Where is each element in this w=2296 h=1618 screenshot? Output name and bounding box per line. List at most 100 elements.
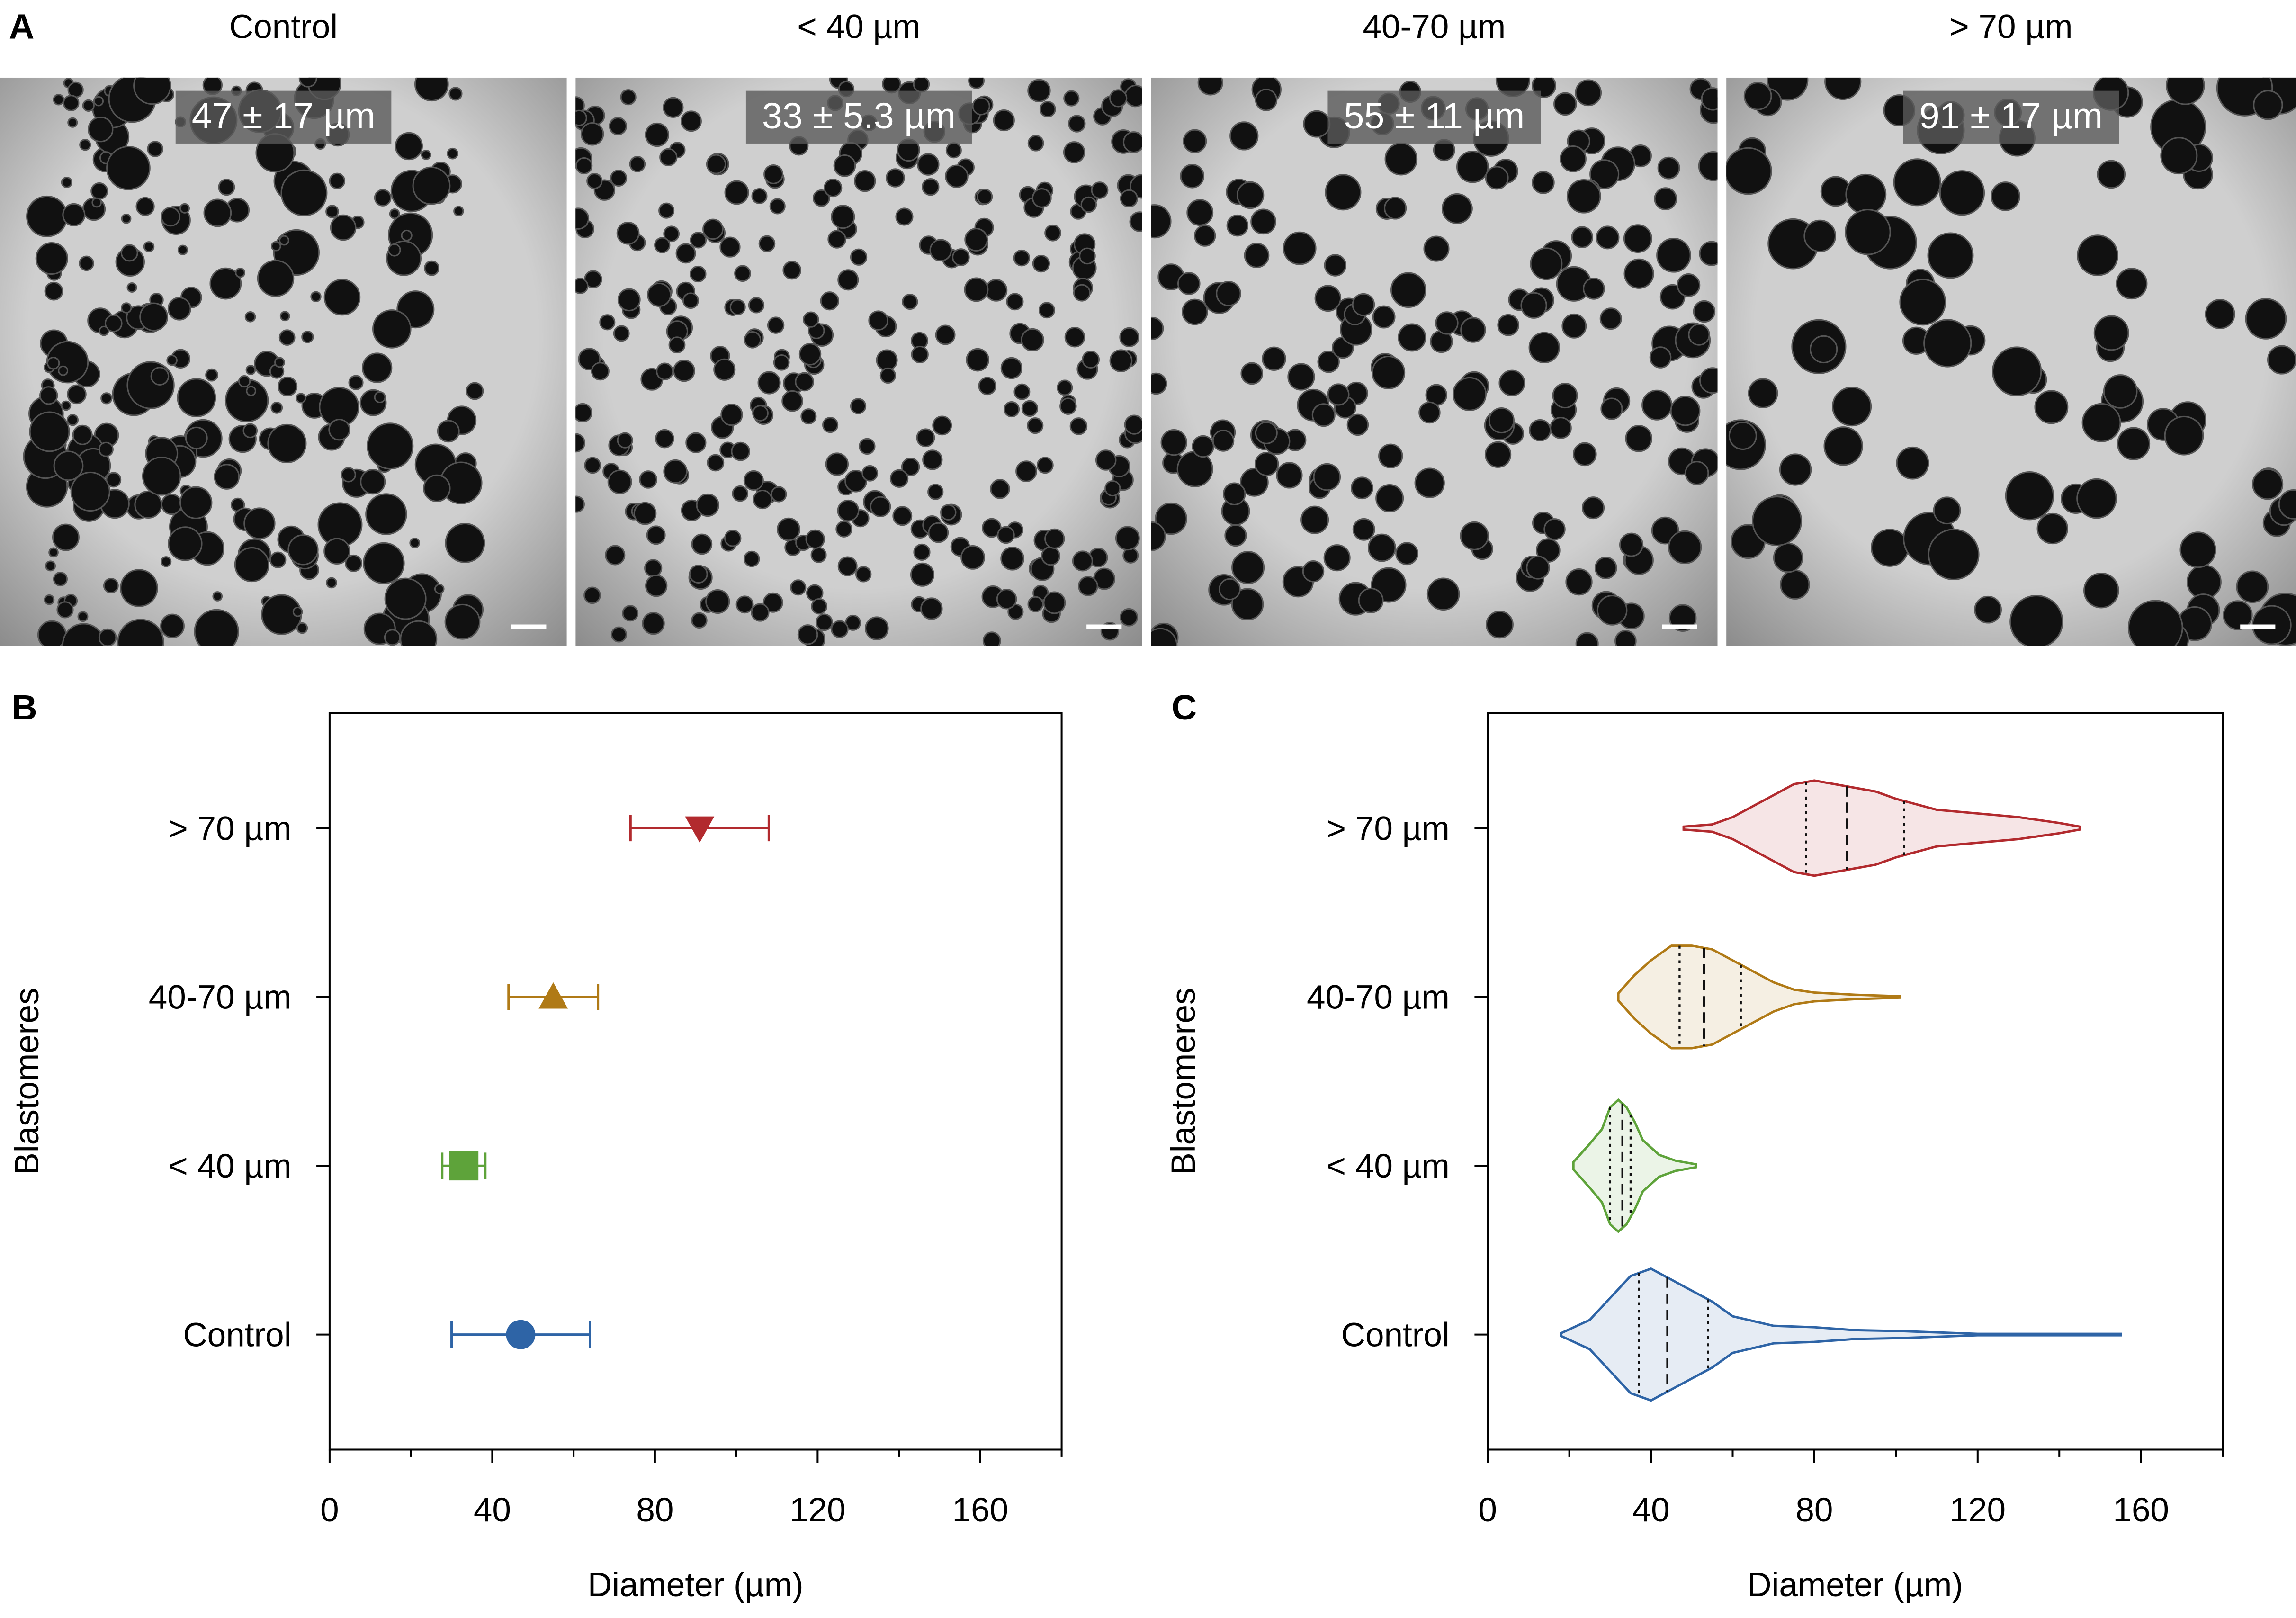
cell — [62, 623, 106, 646]
cell — [820, 291, 839, 311]
cell — [414, 77, 449, 102]
cell — [1124, 414, 1142, 435]
cell — [1435, 311, 1459, 335]
cell — [1486, 611, 1514, 639]
cell — [782, 261, 802, 280]
cell — [1027, 135, 1044, 152]
cell — [234, 547, 269, 583]
cell — [67, 384, 87, 404]
cell — [1080, 196, 1097, 213]
cell — [1104, 480, 1121, 497]
cell — [444, 603, 481, 640]
cell — [1039, 302, 1055, 319]
cell — [270, 241, 281, 252]
cell — [2160, 137, 2198, 175]
cell — [1160, 429, 1187, 456]
cell — [599, 314, 616, 331]
cell — [278, 235, 289, 246]
cell — [1015, 460, 1037, 482]
violin — [1572, 1098, 1697, 1233]
cell — [1414, 467, 1445, 498]
cell — [1614, 630, 1637, 646]
x-axis-label: Diameter (µm) — [588, 1566, 804, 1604]
cell — [2009, 594, 2063, 646]
y-tick-label: 40-70 µm — [149, 979, 292, 1016]
cell — [296, 393, 306, 404]
cell — [1276, 462, 1303, 489]
cell — [466, 382, 484, 400]
cell — [1728, 421, 1757, 450]
cell — [932, 415, 952, 436]
cell — [2116, 268, 2148, 300]
x-tick-label: 40 — [1632, 1492, 1670, 1529]
cell — [868, 310, 888, 331]
cell — [203, 198, 232, 227]
cell — [384, 577, 427, 620]
cell — [77, 611, 89, 622]
cell — [922, 449, 943, 470]
cell — [93, 96, 104, 107]
cell — [1743, 82, 1772, 110]
cell — [831, 205, 855, 229]
cell — [400, 620, 438, 646]
cell — [147, 141, 163, 157]
cell — [1068, 115, 1086, 133]
x-axis-label: Diameter (µm) — [1747, 1566, 1963, 1604]
cell — [763, 164, 784, 184]
x-tick-label: 160 — [2113, 1492, 2169, 1529]
cell — [1073, 284, 1091, 302]
cell — [29, 411, 70, 452]
caption-box — [745, 90, 972, 144]
marker — [685, 816, 715, 843]
cell — [437, 420, 460, 443]
cell — [901, 458, 920, 476]
cell — [37, 620, 67, 646]
cell — [968, 77, 985, 89]
cell — [825, 452, 849, 476]
cell — [644, 559, 663, 577]
cell — [583, 586, 601, 604]
cell — [1346, 413, 1369, 436]
cell — [1129, 211, 1142, 232]
cell — [1082, 351, 1100, 369]
cell — [245, 365, 256, 375]
cell — [691, 612, 708, 629]
cell — [1119, 327, 1139, 347]
cell — [633, 502, 657, 525]
cell — [1325, 174, 1362, 211]
cell — [2081, 403, 2121, 442]
cell — [617, 432, 633, 449]
cell — [1372, 305, 1396, 329]
cell — [1896, 446, 1929, 480]
x-tick-label: 120 — [1949, 1492, 2006, 1529]
cell — [238, 375, 251, 388]
cell — [1498, 369, 1525, 396]
cell — [724, 180, 749, 205]
x-tick-label: 0 — [320, 1492, 339, 1529]
cell — [859, 438, 876, 455]
cell — [744, 331, 762, 349]
cell — [1383, 197, 1407, 220]
cell — [1688, 324, 1710, 346]
cell — [53, 450, 84, 481]
marker — [449, 1151, 479, 1181]
cell — [629, 156, 646, 172]
cell — [610, 170, 628, 187]
x-tick-label: 80 — [1795, 1492, 1833, 1529]
cell — [1668, 530, 1702, 564]
cell — [855, 566, 872, 583]
cell — [1726, 147, 1772, 195]
cell — [218, 179, 235, 196]
cell — [1151, 521, 1166, 551]
cell — [1183, 129, 1207, 153]
cell — [1186, 199, 1214, 226]
cell — [997, 526, 1015, 544]
cell — [1120, 189, 1138, 208]
cell — [1423, 235, 1450, 262]
cell — [1832, 387, 1872, 427]
cell — [964, 277, 989, 302]
cell — [1193, 225, 1216, 247]
cell — [1532, 171, 1555, 194]
cell — [133, 77, 171, 105]
cell — [2253, 90, 2283, 120]
